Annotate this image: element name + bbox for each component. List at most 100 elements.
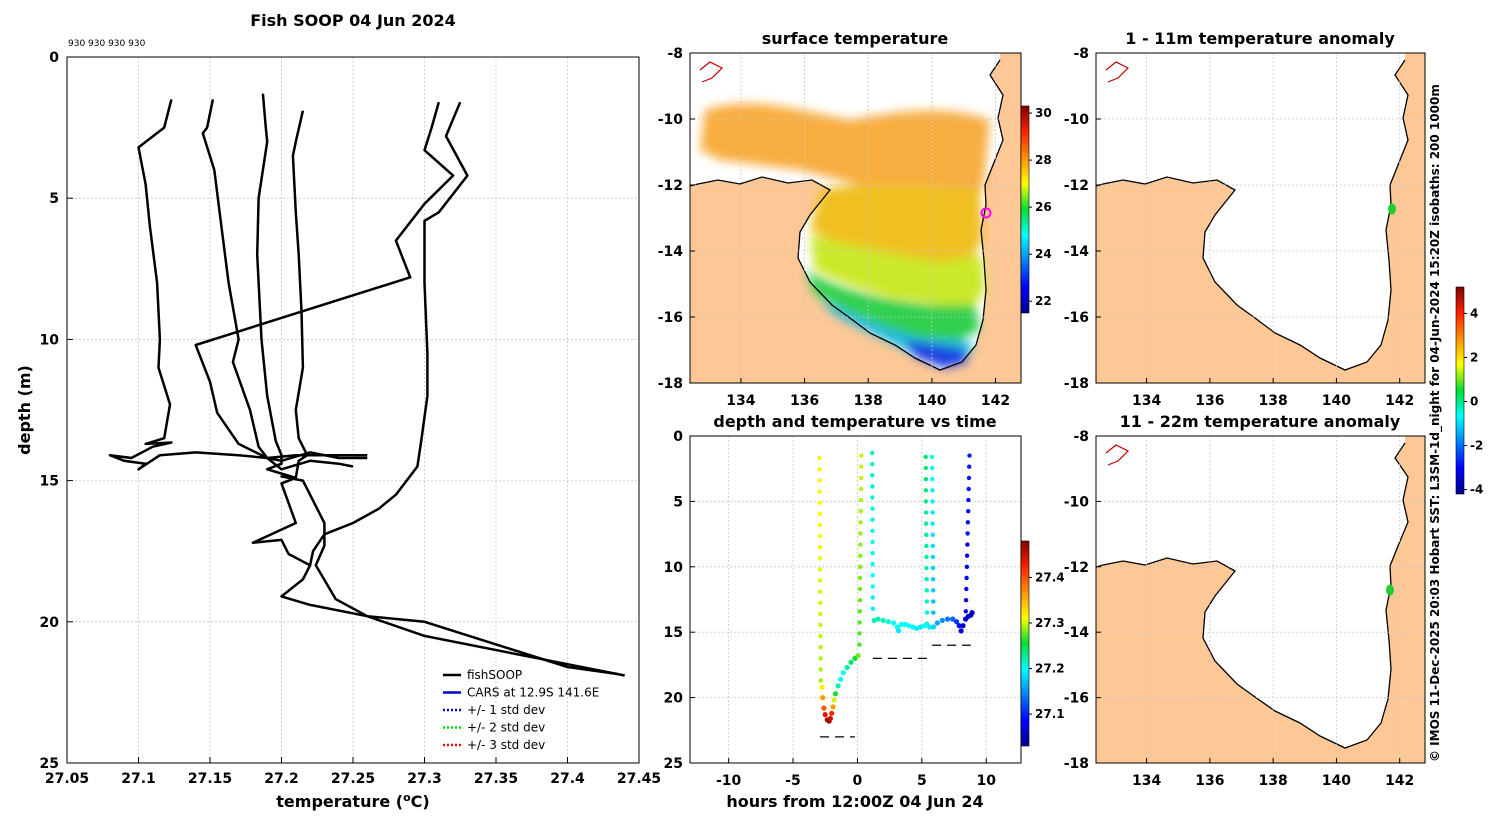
depth-time-colorbar-tick-label: 27.4: [1035, 570, 1065, 584]
depth-time-point: [818, 611, 823, 617]
depth-time-point: [817, 567, 823, 572]
depth-time-point: [827, 715, 834, 722]
profile-series-line-6: [308, 101, 469, 566]
anomaly-colorbar-tick-label: 4: [1470, 306, 1478, 320]
depth-time-point: [924, 610, 930, 615]
surface-colorbar-tick-label: 22: [1035, 294, 1052, 308]
depth-time-point: [966, 486, 971, 492]
depth-time-title: depth and temperature vs time: [713, 412, 996, 431]
depth-time-point: [967, 453, 972, 458]
depth-time-panel: depth and temperature vs time -10 -5 0 5 10 0…: [664, 412, 1065, 811]
legend-label-4: +/- 2 std dev: [467, 721, 545, 735]
depth-time-point: [875, 616, 881, 622]
anomaly-11-22-frame: [1095, 435, 1426, 764]
depth-time-point: [820, 695, 826, 701]
depth-time-point: [921, 623, 928, 629]
depth-time-point: [969, 610, 975, 616]
depth-time-point: [885, 619, 891, 625]
depth-time-point: [930, 532, 935, 537]
depth-time-point: [898, 621, 904, 628]
depth-time-point: [930, 543, 935, 549]
depth-time-point: [929, 454, 935, 460]
surface-ytick-label: -18: [658, 376, 683, 392]
depth-time-point: [818, 678, 823, 683]
anomaly-1-11-xtick-label: 142: [1385, 393, 1414, 409]
anomaly-colorbar-tick-label: -4: [1470, 483, 1483, 497]
depth-time-point: [857, 586, 863, 592]
depth-time-point: [966, 509, 971, 514]
anomaly-1-11-marker: [1388, 203, 1396, 215]
depth-time-point: [870, 606, 875, 611]
depth-time-point: [956, 623, 962, 629]
depth-time-point: [857, 620, 862, 625]
depth-time-point: [838, 676, 844, 682]
depth-time-point: [934, 620, 940, 626]
depth-time-point: [857, 598, 863, 603]
profile-xtick-label: 27.2: [264, 771, 299, 787]
depth-time-point: [924, 521, 929, 526]
depth-time-point: [931, 599, 936, 604]
depth-time-point: [870, 495, 875, 500]
depth-time-ytick-label: 10: [664, 560, 684, 576]
profile-legend: fishSOOP CARS at 12.9S 141.6E +/- 1 std de…: [443, 668, 599, 752]
surface-ytick-label: -12: [658, 178, 683, 194]
depth-time-point: [930, 554, 936, 560]
anomaly-colorbar-tick-label: -2: [1470, 439, 1483, 453]
depth-time-point: [855, 653, 861, 659]
anomaly-1-11-ytick-label: -14: [1064, 244, 1090, 260]
depth-time-point: [927, 624, 933, 630]
depth-time-point: [964, 553, 970, 558]
depth-time-point: [858, 553, 863, 558]
depth-time-point: [858, 509, 863, 514]
legend-label-3: +/- 1 std dev: [467, 703, 545, 717]
depth-time-point: [870, 562, 875, 567]
depth-time-xlabel: hours from 12:00Z 04 Jun 24: [726, 792, 983, 811]
anomaly-1-11-xtick-label: 140: [1322, 393, 1351, 409]
profile-series-line-2: [201, 99, 354, 471]
depth-time-point: [870, 517, 875, 522]
depth-time-point: [931, 588, 936, 593]
depth-time-point: [858, 475, 864, 481]
anomaly-1-11-panel: 1 - 11m temperature anomaly 134 136 138 140…: [1064, 29, 1484, 497]
depth-time-point: [930, 510, 935, 515]
depth-time-point: [960, 623, 966, 629]
depth-time-point: [894, 624, 901, 630]
depth-time-point: [817, 511, 822, 516]
depth-time-point: [950, 616, 956, 622]
depth-time-point: [966, 475, 972, 481]
depth-time-point: [870, 506, 875, 511]
depth-time-point: [870, 539, 875, 545]
depth-time-xtick-label: -10: [716, 773, 742, 789]
depth-time-point: [924, 543, 929, 549]
depth-time-point: [857, 631, 862, 636]
depth-time-point: [924, 554, 929, 560]
depth-time-point: [818, 600, 823, 605]
anomaly-1-11-xtick-label: 134: [1132, 393, 1161, 409]
profile-xlabel: temperature (oC): [276, 791, 429, 812]
depth-time-point: [829, 710, 835, 716]
anomaly-1-11-ytick-label: -10: [1064, 112, 1090, 128]
depth-time-point: [923, 510, 929, 515]
depth-time-point: [870, 550, 875, 556]
surface-title: surface temperature: [762, 29, 949, 48]
anomaly-colorbar-tick-label: 0: [1470, 395, 1478, 409]
depth-time-point: [870, 528, 875, 533]
credit-text: © IMOS 11-Dec-2025 20:03 Hobart SST: L3S…: [1428, 84, 1443, 762]
legend-label-5: +/- 3 std dev: [467, 738, 545, 752]
depth-time-point: [818, 589, 823, 594]
depth-time-point: [818, 656, 823, 661]
depth-time-point: [870, 461, 875, 467]
depth-time-point: [835, 683, 841, 689]
depth-time-point: [930, 624, 937, 630]
depth-time-ytick-label: 15: [664, 625, 683, 641]
anomaly-11-22-title: 11 - 22m temperature anomaly: [1120, 412, 1401, 431]
depth-time-point: [930, 577, 936, 582]
depth-time-point: [963, 598, 969, 603]
profile-xtick-label: 27.35: [474, 771, 518, 787]
depth-time-point: [821, 705, 827, 711]
depth-time-point: [818, 622, 823, 628]
depth-time-point: [923, 477, 929, 482]
depth-time-point: [817, 467, 822, 472]
surface-colorbar-tick-label: 26: [1035, 200, 1052, 214]
anomaly-1-11-sea: [1096, 53, 1408, 370]
